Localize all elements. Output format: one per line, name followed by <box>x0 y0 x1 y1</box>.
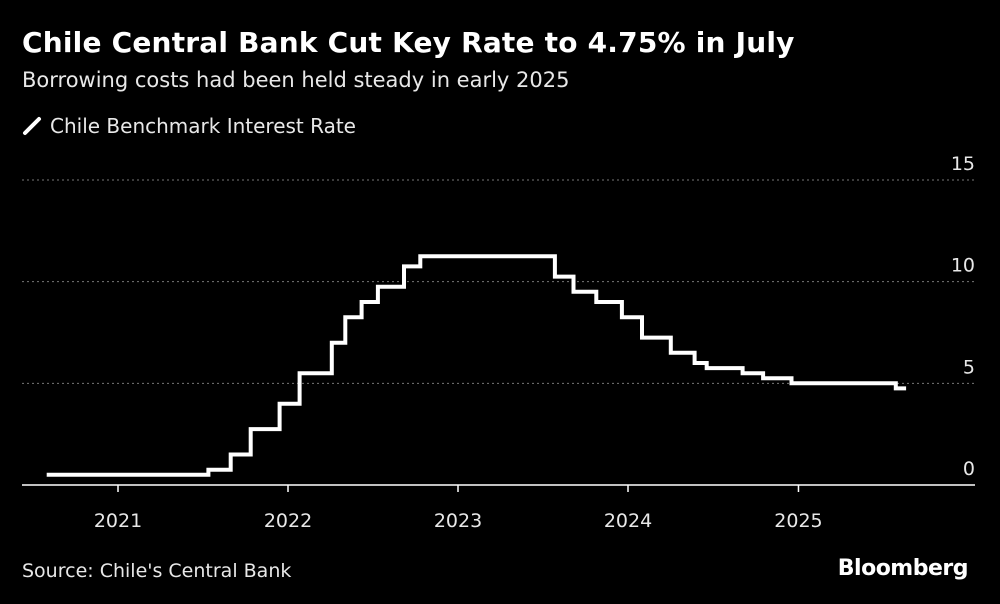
legend-line-swatch-icon <box>23 117 41 135</box>
chart-title: Chile Central Bank Cut Key Rate to 4.75%… <box>22 26 795 59</box>
chart-subtitle: Borrowing costs had been held steady in … <box>22 68 570 92</box>
y-tick-label: 15 <box>951 153 975 175</box>
y-tick-label: 0 <box>963 458 975 480</box>
x-tick-label: 2021 <box>94 510 142 532</box>
bloomberg-logo: Bloomberg <box>837 556 969 581</box>
y-tick-label: 5 <box>963 356 975 378</box>
x-tick-label: 2022 <box>264 510 312 532</box>
x-tick-label: 2023 <box>434 510 482 532</box>
legend: Chile Benchmark Interest Rate <box>22 114 356 138</box>
y-tick-label: 10 <box>951 255 975 277</box>
x-tick-label: 2024 <box>604 510 652 532</box>
x-tick-label: 2025 <box>774 510 822 532</box>
rate-series-line <box>46 254 907 477</box>
legend-label: Chile Benchmark Interest Rate <box>50 114 356 138</box>
source-note: Source: Chile's Central Bank <box>22 560 292 582</box>
